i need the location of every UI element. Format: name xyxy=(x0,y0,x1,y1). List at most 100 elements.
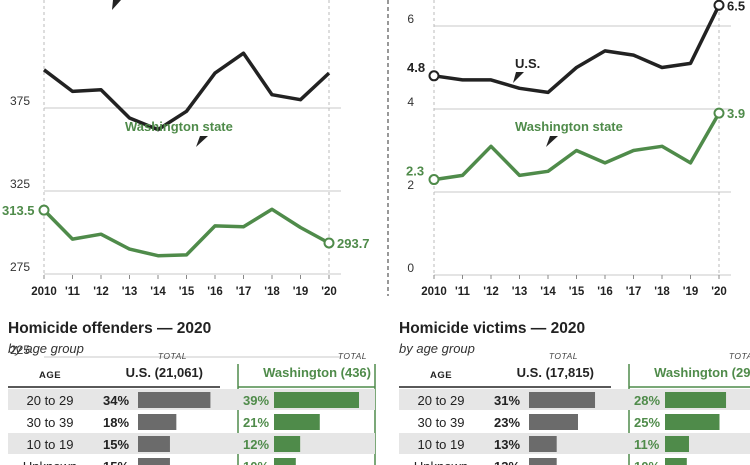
wa-percent-label: 10% xyxy=(243,459,269,465)
y-tick-label: 275 xyxy=(10,260,30,274)
wa-start-label: 313.5 xyxy=(2,203,35,218)
x-tick-label: '14 xyxy=(150,286,166,298)
wa-end-marker xyxy=(323,237,335,249)
wa-end-marker xyxy=(713,107,725,119)
us-column-header: U.S. (21,061) xyxy=(126,365,203,380)
x-tick-label: '15 xyxy=(569,286,585,298)
x-tick-label: '13 xyxy=(512,286,528,298)
x-tick-label: '16 xyxy=(207,286,223,298)
x-tick-label: '19 xyxy=(683,286,699,298)
y-tick-label: 0 xyxy=(407,261,414,275)
x-tick-label: '18 xyxy=(264,286,280,298)
wa-end-label: 293.7 xyxy=(337,236,370,251)
wa-percent-label: 10% xyxy=(634,459,660,465)
x-tick-label: '15 xyxy=(179,286,195,298)
us-percent-label: 18% xyxy=(103,415,129,430)
wa-bar xyxy=(274,414,320,430)
wa-percent-label: 21% xyxy=(243,415,269,430)
us-bar xyxy=(138,458,170,465)
label-pointer xyxy=(513,72,524,83)
x-tick-label: '20 xyxy=(321,286,337,298)
wa-column-header: Washington (436) xyxy=(263,365,371,380)
us-total-label: TOTAL xyxy=(549,351,578,361)
wa-percent-label: 12% xyxy=(243,437,269,452)
wa-start-marker xyxy=(428,174,440,186)
x-tick-label: '14 xyxy=(540,286,556,298)
wa-end-label: 3.9 xyxy=(727,106,745,121)
wa-bar xyxy=(665,436,689,452)
label-pointer xyxy=(546,136,558,147)
label-pointer xyxy=(112,0,121,10)
washington-series-label: Washington state xyxy=(125,119,233,134)
x-tick-label: 2010 xyxy=(421,286,447,298)
age-group-label: Unknown xyxy=(23,459,77,465)
us-bar xyxy=(138,392,211,408)
table-subtitle: by age group xyxy=(8,341,84,356)
wa-percent-label: 28% xyxy=(634,393,660,408)
age-group-label: Unknown xyxy=(414,459,468,465)
y-tick-label: 375 xyxy=(10,94,30,108)
x-tick-label: '11 xyxy=(65,286,80,298)
y-tick-label: 4 xyxy=(407,95,414,109)
us-series-label: U.S. xyxy=(515,56,540,71)
us-percent-label: 15% xyxy=(103,459,129,465)
age-group-label: 30 to 39 xyxy=(27,415,74,430)
wa-bar xyxy=(665,392,727,408)
wa-bar xyxy=(665,458,687,465)
us-percent-label: 34% xyxy=(103,393,129,408)
age-column-header: AGE xyxy=(39,370,61,381)
age-group-label: 10 to 19 xyxy=(27,437,74,452)
us-percent-label: 13% xyxy=(494,459,520,465)
wa-total-label: TOTAL xyxy=(729,351,750,361)
wa-start-marker xyxy=(38,204,50,216)
us-start-label: 4.8 xyxy=(407,60,425,75)
washington-line xyxy=(42,207,330,258)
wa-total-label: TOTAL xyxy=(338,351,367,361)
us-bar xyxy=(529,392,596,408)
us-start-marker xyxy=(428,70,440,82)
age-group-label: 30 to 39 xyxy=(418,415,465,430)
y-tick-label: 225 xyxy=(10,343,30,357)
y-tick-label: 2 xyxy=(407,178,414,192)
x-tick-label: '17 xyxy=(626,286,642,298)
x-tick-label: 2010 xyxy=(31,286,57,298)
age-group-label: 20 to 29 xyxy=(27,393,74,408)
us-bar xyxy=(529,414,578,430)
table-title: Homicide offenders — 2020 xyxy=(8,320,211,337)
us-bar xyxy=(138,436,170,452)
x-tick-label: '16 xyxy=(597,286,613,298)
us-percent-label: 15% xyxy=(103,437,129,452)
x-tick-label: '13 xyxy=(122,286,138,298)
x-tick-label: '20 xyxy=(711,286,727,298)
x-tick-label: '12 xyxy=(483,286,499,298)
us-bar xyxy=(529,436,557,452)
x-tick-label: '19 xyxy=(293,286,309,298)
table-row-shade xyxy=(399,433,750,454)
table-title: Homicide victims — 2020 xyxy=(399,320,585,337)
wa-start-label: 2.3 xyxy=(406,164,424,179)
wa-bar xyxy=(665,414,720,430)
us-percent-label: 13% xyxy=(494,437,520,452)
us-end-label: 6.5 xyxy=(727,0,745,13)
us-line xyxy=(42,51,331,132)
us-end-marker xyxy=(713,0,725,11)
x-tick-label: '17 xyxy=(236,286,252,298)
wa-percent-label: 39% xyxy=(243,393,269,408)
table-subtitle: by age group xyxy=(399,341,475,356)
wa-bar xyxy=(274,436,301,452)
us-total-label: TOTAL xyxy=(158,351,187,361)
wa-percent-label: 25% xyxy=(634,415,660,430)
y-tick-label: 325 xyxy=(10,177,30,191)
us-percent-label: 23% xyxy=(494,415,520,430)
wa-bar xyxy=(274,458,296,465)
us-bar xyxy=(529,458,557,465)
age-column-header: AGE xyxy=(430,370,452,381)
us-column-header: U.S. (17,815) xyxy=(517,365,594,380)
x-tick-label: '11 xyxy=(455,286,470,298)
us-percent-label: 31% xyxy=(494,393,520,408)
wa-column-header: Washington (298) xyxy=(654,365,750,380)
label-pointer xyxy=(196,136,208,147)
wa-bar xyxy=(274,392,360,408)
washington-series-label: Washington state xyxy=(515,119,623,134)
